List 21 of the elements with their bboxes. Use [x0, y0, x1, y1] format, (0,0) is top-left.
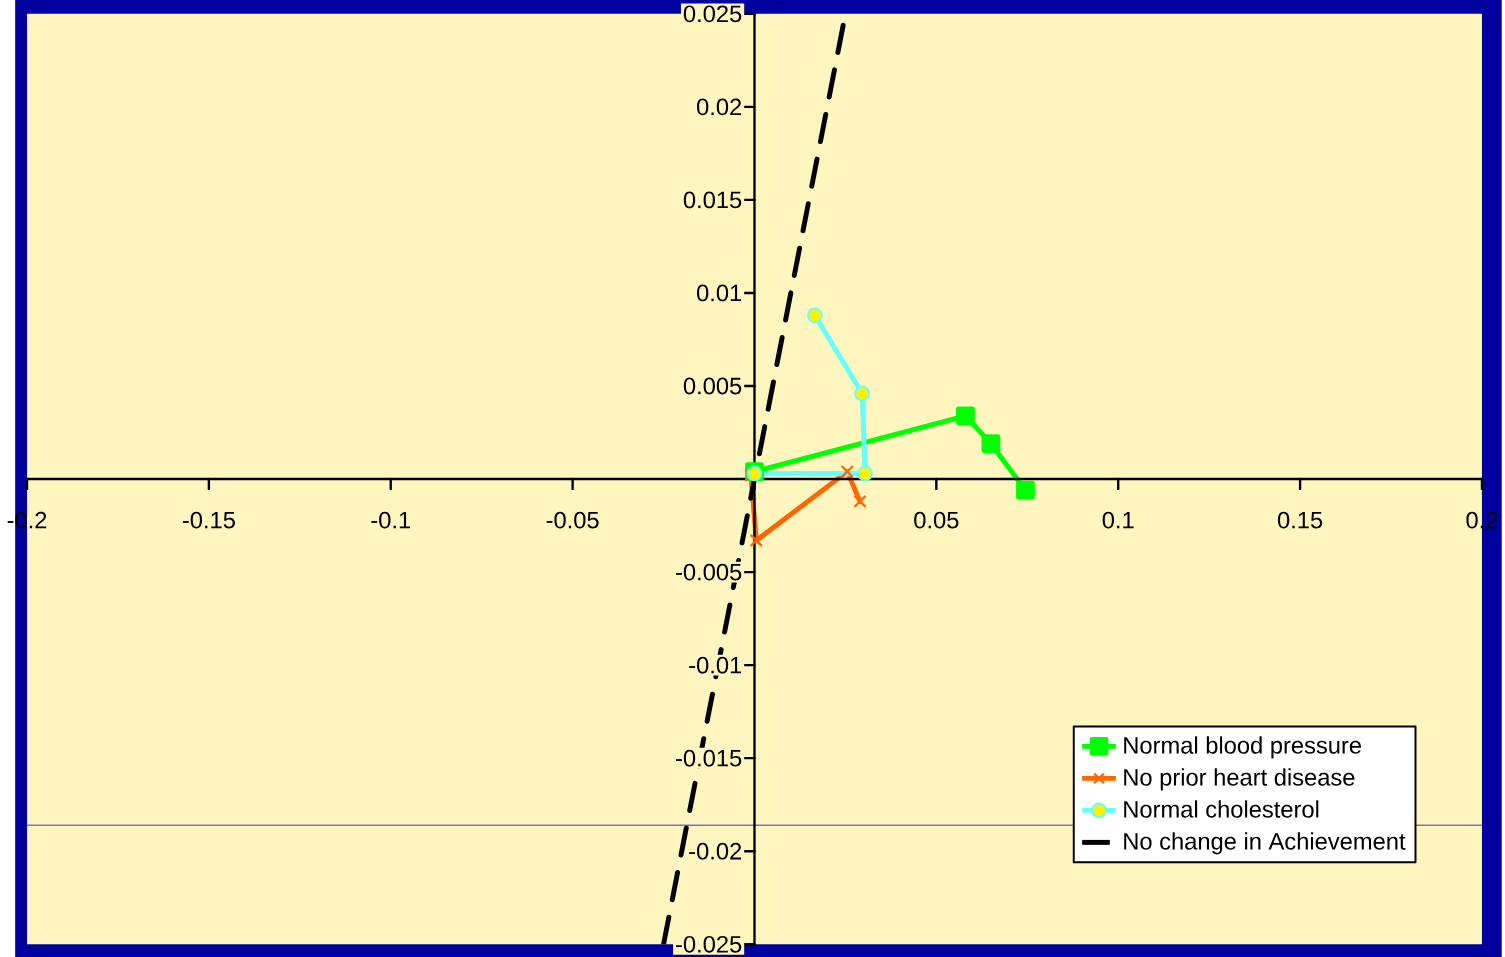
y-tick-label: -0.005: [676, 563, 742, 581]
y-tick-label: 0.01: [697, 284, 742, 302]
x-tick-label: 0.1: [1102, 511, 1134, 529]
x-tick-label: 0.2: [1466, 511, 1498, 529]
x-tick-label: -0.05: [546, 511, 599, 529]
y-tick-label: 0.025: [683, 5, 742, 23]
legend-label: No prior heart disease: [1124, 768, 1355, 791]
y-tick-label: -0.025: [676, 935, 742, 953]
y-tick-label: 0.02: [697, 98, 742, 116]
y-tick-label: 0.015: [683, 191, 742, 209]
x-tick-label: -0.1: [371, 511, 411, 529]
y-tick-label: 0.005: [683, 377, 742, 395]
legend-label: No change in Achievement: [1124, 832, 1406, 855]
x-tick-label: 0.05: [914, 511, 959, 529]
x-tick-label: 0.15: [1277, 511, 1323, 529]
x-tick-label: -0.15: [182, 511, 235, 529]
legend-label: Normal blood pressure: [1124, 736, 1361, 759]
y-tick-label: -0.015: [676, 749, 742, 767]
y-tick-label: -0.01: [689, 656, 742, 674]
legend-label: Normal cholesterol: [1124, 800, 1319, 818]
y-tick-label: -0.02: [689, 842, 742, 860]
